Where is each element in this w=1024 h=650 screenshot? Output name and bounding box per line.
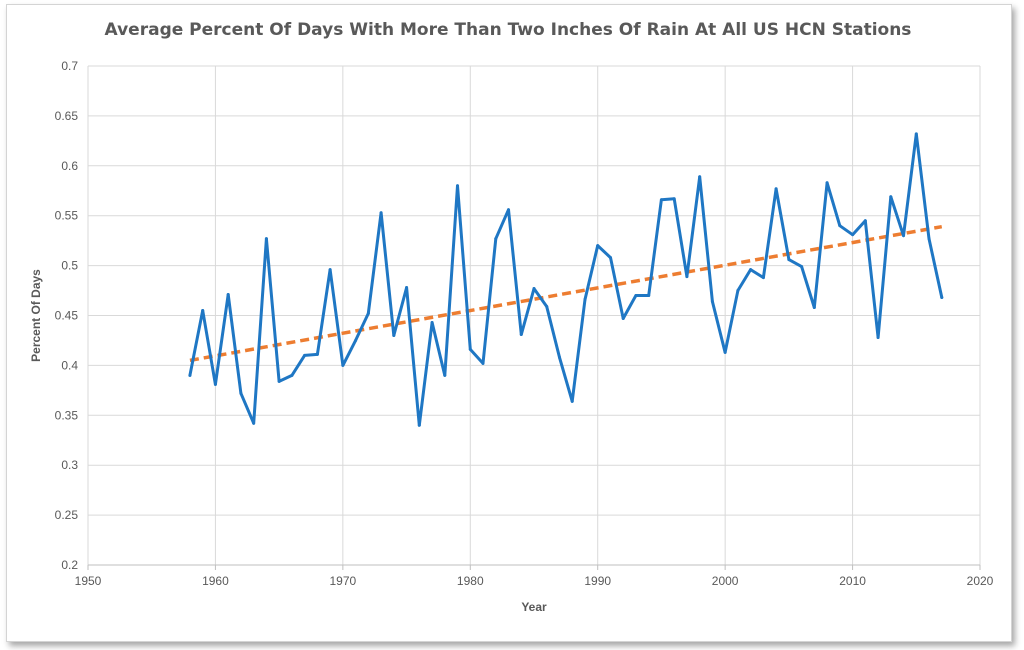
data-point <box>774 187 778 191</box>
y-tick-label: 0.5 <box>61 259 78 273</box>
x-tick-label: 2010 <box>839 574 866 588</box>
data-point <box>366 312 370 316</box>
data-point <box>583 298 587 302</box>
trendline-layer <box>189 224 943 363</box>
y-tick-label: 0.25 <box>55 508 79 522</box>
trendline <box>189 224 943 363</box>
chart-title: Average Percent Of Days With More Than T… <box>104 20 912 40</box>
y-tick-label: 0.55 <box>55 209 79 223</box>
x-tick-label: 1950 <box>75 574 102 588</box>
data-point <box>914 132 918 136</box>
x-tick-label: 1960 <box>202 574 229 588</box>
y-tick-label: 0.6 <box>61 159 78 173</box>
data-point <box>443 373 447 377</box>
x-tick-label: 2000 <box>712 574 739 588</box>
data-point <box>481 361 485 365</box>
data-point <box>659 198 663 202</box>
data-point <box>787 258 791 262</box>
data-point <box>405 286 409 290</box>
data-point <box>685 275 689 279</box>
data-point <box>252 421 256 425</box>
data-point <box>303 353 307 357</box>
data-point <box>392 333 396 337</box>
data-point <box>519 332 523 336</box>
data-point <box>315 352 319 356</box>
data-point <box>239 391 243 395</box>
data-point <box>468 347 472 351</box>
data-point <box>838 224 842 228</box>
x-axis-title: Year <box>521 600 547 614</box>
data-point <box>647 294 651 298</box>
data-point <box>341 363 345 367</box>
axes <box>87 564 981 570</box>
tick-labels: 0.2 0.25 0.3 0.35 0.4 0.45 0.5 0.55 0.6 0.65 0.7 19… <box>29 59 994 614</box>
data-point <box>430 320 434 324</box>
y-tick-label: 0.65 <box>55 109 79 123</box>
data-point <box>761 276 765 280</box>
data-point <box>800 265 804 269</box>
data-point <box>608 256 612 260</box>
y-tick-label: 0.3 <box>61 458 78 472</box>
x-tick-label: 1990 <box>584 574 611 588</box>
data-point <box>723 350 727 354</box>
data-point <box>634 294 638 298</box>
y-tick-label: 0.4 <box>61 358 78 372</box>
x-tick-label: 1970 <box>330 574 357 588</box>
series-line <box>188 132 944 427</box>
data-point <box>264 237 268 241</box>
data-point <box>379 211 383 215</box>
chart-frame <box>6 4 1012 642</box>
data-point <box>927 237 931 241</box>
data-point <box>557 355 561 359</box>
data-point <box>188 373 192 377</box>
data-point <box>507 208 511 212</box>
data-point <box>532 287 536 291</box>
data-point <box>226 293 230 297</box>
data-point <box>570 399 574 403</box>
data-point <box>354 338 358 342</box>
data-point <box>698 175 702 179</box>
y-tick-label: 0.35 <box>55 408 79 422</box>
data-point <box>494 237 498 241</box>
y-tick-label: 0.2 <box>61 558 78 572</box>
data-point <box>672 197 676 201</box>
data-point <box>710 300 714 304</box>
data-point <box>736 289 740 293</box>
data-point <box>621 316 625 320</box>
data-point <box>290 373 294 377</box>
data-point <box>863 219 867 223</box>
grid-lines <box>87 65 981 566</box>
data-point <box>201 309 205 313</box>
data-point <box>876 335 880 339</box>
data-point <box>889 195 893 199</box>
data-point <box>812 306 816 310</box>
data-point <box>596 244 600 248</box>
data-point <box>328 268 332 272</box>
series-layer <box>188 132 944 427</box>
data-point <box>213 382 217 386</box>
data-point <box>825 181 829 185</box>
data-point <box>940 296 944 300</box>
y-axis-title: Percent Of Days <box>29 269 43 362</box>
x-tick-label: 2020 <box>967 574 994 588</box>
data-point <box>456 184 460 188</box>
data-point <box>851 233 855 237</box>
data-point <box>417 423 421 427</box>
x-tick-label: 1980 <box>457 574 484 588</box>
y-tick-label: 0.7 <box>61 59 78 73</box>
data-point <box>902 234 906 238</box>
data-point <box>545 305 549 309</box>
data-point <box>749 268 753 272</box>
y-tick-label: 0.45 <box>55 309 79 323</box>
data-point <box>277 379 281 383</box>
